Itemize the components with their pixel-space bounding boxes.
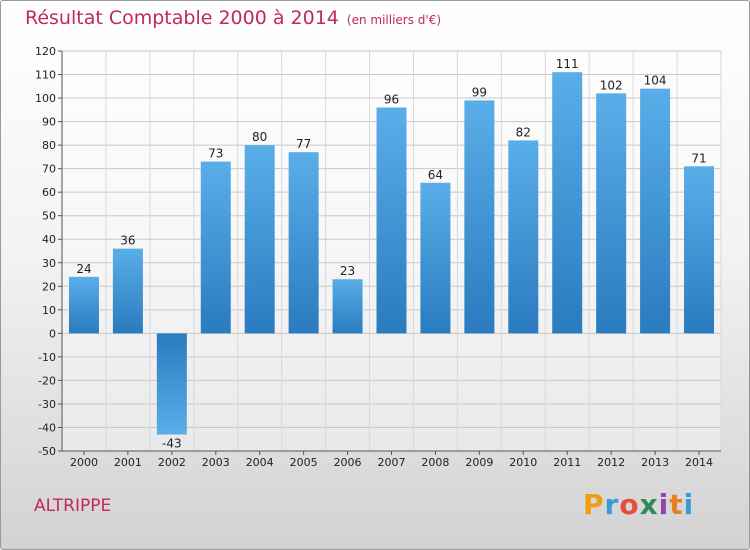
logo-letter: i	[683, 488, 695, 521]
y-tick-label: -30	[38, 398, 56, 411]
bar-2012	[596, 93, 627, 334]
data-label-2013: 104	[644, 74, 667, 88]
bar-2010	[508, 140, 539, 334]
y-tick-label: -10	[38, 351, 56, 364]
bar-2014	[684, 166, 715, 334]
x-tick-label-2014: 2014	[685, 456, 713, 469]
y-tick-label: -20	[38, 374, 56, 387]
y-tick-label: 70	[42, 163, 56, 176]
data-label-2004: 80	[252, 130, 267, 144]
x-tick-label-2008: 2008	[421, 456, 449, 469]
data-label-2001: 36	[120, 234, 135, 248]
y-tick-label: 30	[42, 257, 56, 270]
logo-letter: x	[639, 488, 659, 521]
y-tick-label: 80	[42, 139, 56, 152]
x-tick-label-2004: 2004	[246, 456, 274, 469]
commune-name: ALTRIPPE	[34, 496, 112, 516]
data-label-2005: 77	[296, 137, 311, 151]
data-label-2007: 96	[384, 92, 399, 106]
bar-2008	[420, 182, 451, 334]
y-tick-label: 60	[42, 186, 56, 199]
data-label-2000: 24	[76, 262, 91, 276]
bar-2011	[552, 72, 583, 334]
chart-subtitle: (en milliers d'€)	[346, 13, 442, 27]
data-label-2003: 73	[208, 147, 223, 161]
bar-2000	[68, 276, 99, 334]
bar-2005	[288, 152, 319, 334]
bar-2009	[464, 100, 495, 334]
x-tick-label-2000: 2000	[70, 456, 98, 469]
bar-2001	[112, 248, 143, 334]
y-tick-label: 20	[42, 280, 56, 293]
logo-letter: P	[583, 488, 605, 521]
y-tick-label: -40	[38, 421, 56, 434]
x-tick-label-2007: 2007	[378, 456, 406, 469]
bar-2006	[332, 279, 363, 334]
x-tick-label-2013: 2013	[641, 456, 669, 469]
y-tick-label: -50	[38, 445, 56, 458]
y-tick-label: 10	[42, 304, 56, 317]
bar-2004	[244, 145, 275, 334]
x-tick-label-2010: 2010	[509, 456, 537, 469]
x-tick-label-2002: 2002	[158, 456, 186, 469]
y-tick-label: 120	[35, 45, 56, 58]
bar-2013	[640, 88, 671, 334]
x-tick-label-2005: 2005	[290, 456, 318, 469]
data-label-2011: 111	[556, 57, 579, 71]
x-tick-label-2003: 2003	[202, 456, 230, 469]
data-label-2014: 71	[691, 151, 706, 165]
chart-title: Résultat Comptable 2000 à 2014 (en millie…	[25, 7, 442, 29]
y-tick-label: 40	[42, 233, 56, 246]
y-tick-label: 100	[35, 92, 56, 105]
data-label-2009: 99	[472, 85, 487, 99]
y-tick-label: 0	[49, 327, 56, 340]
y-tick-label: 90	[42, 116, 56, 129]
logo-letter: i	[658, 488, 670, 521]
logo-letter: r	[604, 488, 620, 521]
logo-letter: t	[669, 488, 684, 521]
y-tick-label: 110	[35, 69, 56, 82]
x-tick-label-2012: 2012	[597, 456, 625, 469]
data-label-2008: 64	[428, 168, 443, 182]
x-tick-label-2009: 2009	[465, 456, 493, 469]
x-tick-label-2001: 2001	[114, 456, 142, 469]
x-tick-label-2006: 2006	[334, 456, 362, 469]
data-label-2010: 82	[516, 125, 531, 139]
y-tick-label: 50	[42, 210, 56, 223]
data-label-2002: -43	[162, 437, 182, 451]
bar-2002	[156, 333, 187, 435]
bar-2003	[200, 161, 231, 334]
data-label-2006: 23	[340, 264, 355, 278]
bar-2007	[376, 107, 407, 334]
logo-letter: o	[619, 488, 640, 521]
data-label-2012: 102	[600, 78, 623, 92]
x-tick-label-2011: 2011	[553, 456, 581, 469]
bars: 24 36 -43 73 80 77 23 96 64 99 82 111 102 104 71	[68, 57, 715, 451]
axes: -50 -40 -30 -20 -10 0 10 20 30 40 50 60 70 80 90 100 110…	[35, 45, 721, 469]
proxiti-logo[interactable]: Proxiti	[583, 488, 694, 521]
